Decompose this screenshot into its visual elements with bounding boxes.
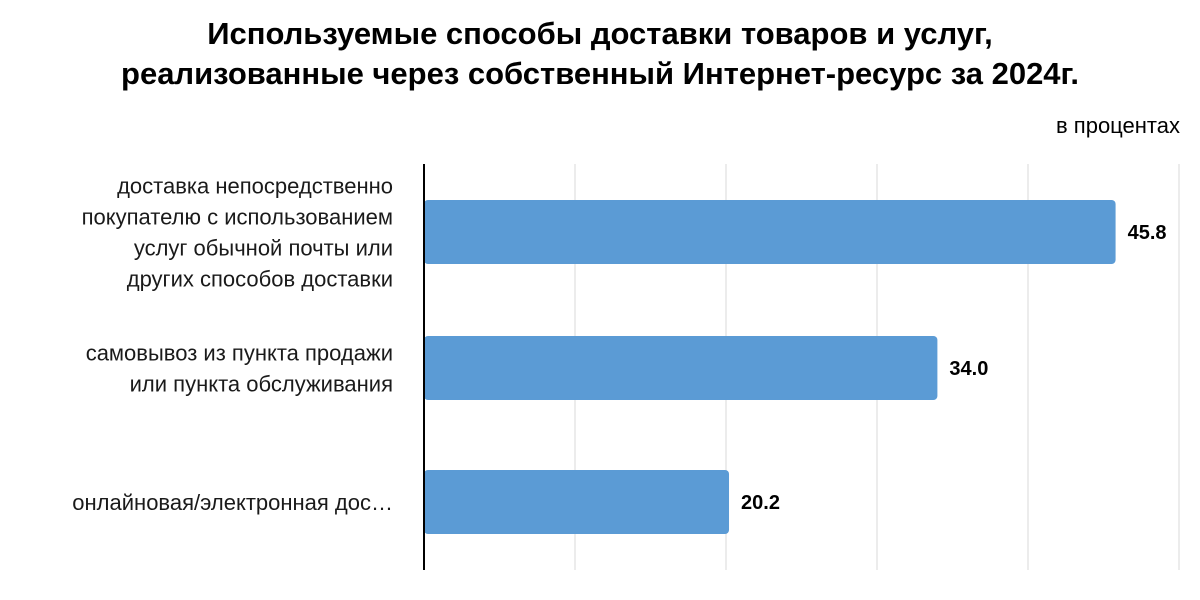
unit-label: в процентах xyxy=(1056,113,1180,138)
category-label-2-line-2: или пункта обслуживания xyxy=(130,372,393,397)
bar-3 xyxy=(424,470,730,534)
category-label-1-line-2: покупателю с использованием xyxy=(82,205,393,230)
category-label-1-line-4: других способов доставки xyxy=(127,267,393,292)
category-label-1-line-3: услуг обычной почты или xyxy=(134,236,393,261)
chart-title: Используемые способы доставки товаров и … xyxy=(0,14,1200,94)
category-label-3-line-1: онлайновая/электронная дос… xyxy=(72,490,393,515)
bar-2 xyxy=(424,336,938,400)
bar-1 xyxy=(424,200,1116,264)
value-label-3: 20.2 xyxy=(741,492,780,514)
category-label-2-line-1: самовывоз из пункта продажи xyxy=(86,341,393,366)
chart-title-line-2: реализованные через собственный Интернет… xyxy=(121,56,1079,91)
category-label-1-line-1: доставка непосредственно xyxy=(117,174,393,199)
chart-title-line-1: Используемые способы доставки товаров и … xyxy=(207,16,993,51)
value-label-2: 34.0 xyxy=(949,358,988,380)
value-label-1: 45.8 xyxy=(1128,222,1167,244)
